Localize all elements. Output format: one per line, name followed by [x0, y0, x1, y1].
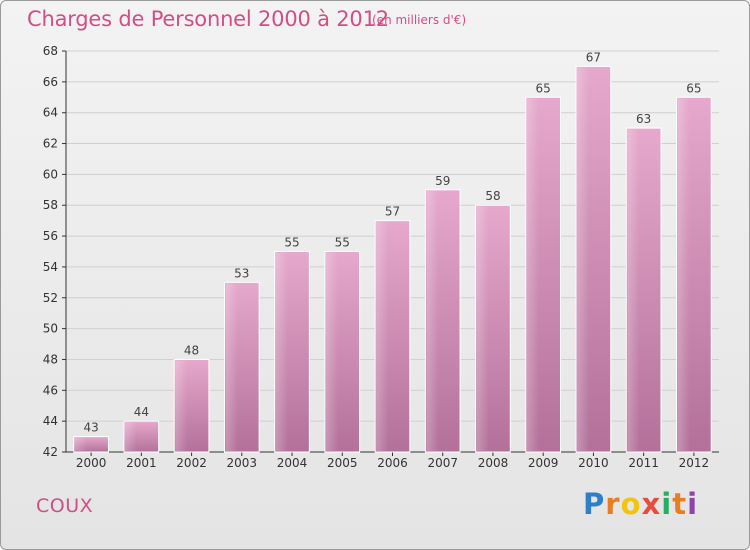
y-tick-label: 68 — [43, 44, 58, 58]
x-tick-label: 2010 — [578, 456, 609, 470]
data-label: 43 — [83, 421, 98, 435]
x-tick-label: 2006 — [377, 456, 408, 470]
logo-letter: t — [672, 487, 688, 521]
data-label: 65 — [686, 81, 701, 95]
data-label: 57 — [385, 205, 400, 219]
data-label: 53 — [234, 266, 249, 280]
data-label: 59 — [435, 174, 450, 188]
logo-letter: r — [605, 487, 621, 521]
proxiti-logo: Proxiti — [583, 487, 698, 521]
bar-highlight — [175, 360, 188, 451]
bar-highlight — [74, 437, 87, 451]
y-tick-label: 66 — [43, 75, 58, 89]
y-tick-label: 58 — [43, 198, 58, 212]
data-label: 67 — [586, 50, 601, 64]
bar-highlight — [325, 252, 339, 451]
x-tick-label: 2012 — [679, 456, 710, 470]
y-tick-label: 52 — [43, 291, 58, 305]
commune-name: COUX — [36, 495, 94, 517]
bar-highlight — [225, 283, 238, 451]
y-tick-label: 46 — [43, 383, 58, 397]
logo-letter: x — [641, 487, 662, 521]
data-label: 44 — [134, 405, 149, 419]
x-tick-label: 2003 — [227, 456, 258, 470]
logo-letter: P — [583, 487, 606, 521]
bar-highlight — [677, 98, 690, 452]
y-tick-label: 44 — [43, 414, 58, 428]
bar-highlight — [577, 67, 590, 451]
bar-highlight — [526, 98, 539, 452]
x-tick-label: 2011 — [628, 456, 659, 470]
y-tick-label: 60 — [43, 167, 58, 181]
bars — [73, 65, 712, 453]
y-tick-label: 62 — [43, 137, 58, 151]
y-tick-label: 48 — [43, 352, 58, 366]
bar-highlight — [125, 422, 138, 451]
y-tick-label: 56 — [43, 229, 58, 243]
data-label: 55 — [335, 236, 350, 250]
y-tick-label: 54 — [43, 260, 58, 274]
x-tick-label: 2000 — [76, 456, 107, 470]
x-tick-label: 2009 — [528, 456, 559, 470]
bar-highlight — [376, 221, 389, 451]
x-tick-label: 2002 — [176, 456, 207, 470]
data-label: 63 — [636, 112, 651, 126]
y-tick-label: 64 — [43, 106, 58, 120]
x-tick-label: 2008 — [478, 456, 509, 470]
data-label: 58 — [485, 189, 500, 203]
logo-letter: i — [687, 487, 699, 521]
bar-highlight — [275, 252, 288, 451]
bar-highlight — [426, 190, 439, 452]
data-label: 55 — [284, 236, 299, 250]
y-tick-label: 50 — [43, 322, 58, 336]
logo-letter: o — [620, 487, 642, 521]
chart-subtitle: (en milliers d'€) — [372, 13, 467, 27]
x-tick-label: 2004 — [277, 456, 308, 470]
logo-letter: i — [661, 487, 673, 521]
x-tick-label: 2001 — [126, 456, 157, 470]
data-label: 48 — [184, 343, 199, 357]
data-label: 65 — [536, 81, 551, 95]
bar-highlight — [476, 206, 489, 451]
bar-highlight — [627, 129, 640, 451]
x-tick-label: 2005 — [327, 456, 358, 470]
chart-title: Charges de Personnel 2000 à 2012 — [27, 7, 389, 31]
x-tick-label: 2007 — [427, 456, 458, 470]
y-tick-label: 42 — [43, 445, 58, 459]
labels: 42 44 46 48 50 52 54 56 58 60 62 64 66 68 2000 43 2001 44… — [43, 44, 709, 470]
